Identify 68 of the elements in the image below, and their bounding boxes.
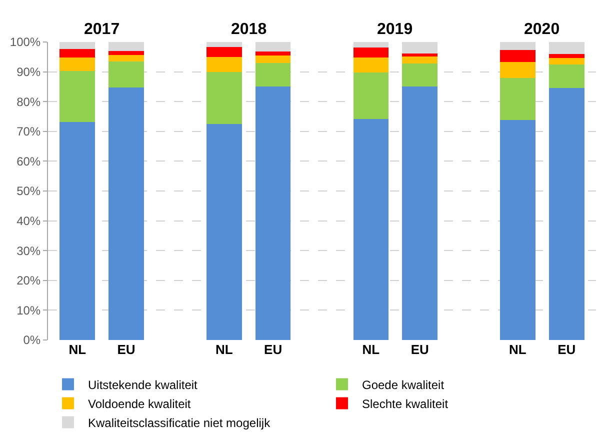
bar xyxy=(255,42,291,52)
bar xyxy=(549,58,584,65)
bar xyxy=(402,42,438,54)
bar xyxy=(108,54,144,62)
y-tick-label: 100% xyxy=(10,35,41,50)
bar xyxy=(255,62,291,87)
bar xyxy=(402,53,438,56)
bar xyxy=(108,42,144,51)
x-tick-label: NL xyxy=(509,342,526,357)
y-tick-label: 10% xyxy=(16,303,41,318)
bar xyxy=(402,56,438,64)
y-tick-label: 0% xyxy=(23,333,41,348)
bar xyxy=(353,118,389,340)
bar xyxy=(500,50,536,62)
text: 2018 xyxy=(231,21,267,38)
text: 2017 xyxy=(84,21,120,38)
bar xyxy=(353,42,389,48)
bar xyxy=(206,42,242,47)
y-tick-label: 20% xyxy=(16,274,41,288)
bar xyxy=(206,57,242,72)
y-tick-label: 80% xyxy=(16,94,41,109)
bar xyxy=(500,120,536,340)
y-tick-label: 30% xyxy=(16,244,41,258)
legend-label: Slechte kwaliteit xyxy=(362,396,449,411)
bar xyxy=(255,86,291,340)
x-tick-label: NL xyxy=(362,342,380,357)
x-tick-label: EU xyxy=(264,342,282,357)
legend-label: Voldoende kwaliteit xyxy=(88,396,192,411)
bar xyxy=(549,88,584,340)
legend-label: Uitstekende kwaliteit xyxy=(88,378,198,392)
bar xyxy=(108,61,144,88)
bar xyxy=(60,70,95,122)
y-tick-label: 50% xyxy=(16,184,41,198)
bar xyxy=(206,72,242,124)
bar xyxy=(255,56,291,63)
bar xyxy=(60,42,95,49)
bar xyxy=(549,54,584,58)
bar xyxy=(402,63,438,87)
text: 2020 xyxy=(524,21,560,38)
x-tick-label: EU xyxy=(117,342,136,357)
bar xyxy=(500,62,536,78)
bar xyxy=(60,48,95,58)
y-tick-label: 90% xyxy=(16,65,41,79)
bar xyxy=(255,52,291,56)
bar xyxy=(402,86,438,340)
x-tick-label: NL xyxy=(68,342,86,357)
legend-label: Kwaliteitsclassificatie niet mogelijk xyxy=(88,416,272,430)
bar xyxy=(60,58,95,71)
y-tick-label: 40% xyxy=(16,214,41,228)
bar xyxy=(500,42,536,50)
x-tick-label: NL xyxy=(215,342,233,357)
bar xyxy=(500,78,536,120)
bar xyxy=(206,124,242,340)
x-tick-label: EU xyxy=(558,342,576,357)
bar xyxy=(60,122,95,340)
bar xyxy=(353,72,389,119)
y-tick-label: 70% xyxy=(16,124,41,139)
text: 2019 xyxy=(377,21,413,38)
bar xyxy=(108,87,144,340)
legend-label: Goede kwaliteit xyxy=(362,378,445,392)
y-tick-label: 60% xyxy=(16,154,41,168)
bar xyxy=(108,50,144,55)
x-tick-label: EU xyxy=(410,342,429,357)
bar xyxy=(353,58,389,72)
bar xyxy=(549,64,584,88)
bar xyxy=(206,46,242,58)
bar xyxy=(549,42,584,54)
bar xyxy=(353,48,389,58)
